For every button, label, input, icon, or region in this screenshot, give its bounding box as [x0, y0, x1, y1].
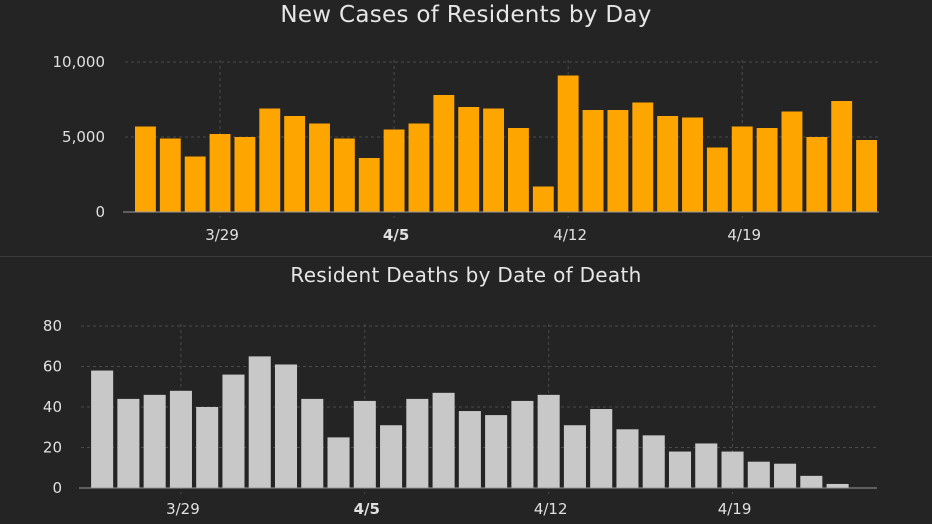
deaths-bar: [248, 356, 271, 488]
deaths-bar: [274, 364, 298, 488]
cases-bar: [657, 116, 679, 212]
deaths-ytick-label: 40: [43, 398, 62, 416]
deaths-bar: [91, 370, 114, 488]
cases-bar: [333, 138, 355, 212]
cases-bar: [209, 134, 231, 212]
cases-bar: [433, 95, 455, 212]
deaths-bar: [774, 463, 797, 488]
cases-bar: [284, 116, 306, 212]
deaths-bar: [380, 425, 403, 488]
cases-bar: [383, 129, 405, 212]
cases-bar: [607, 110, 629, 212]
deaths-bar: [143, 394, 166, 488]
cases-chart-title: New Cases of Residents by Day: [280, 2, 652, 28]
deaths-bar: [800, 475, 823, 488]
deaths-bar: [169, 390, 192, 488]
deaths-ytick-label: 60: [43, 358, 62, 376]
deaths-bar: [301, 398, 324, 488]
deaths-ytick-label: 80: [43, 317, 62, 335]
deaths-bar: [117, 398, 140, 488]
cases-bar: [632, 102, 654, 212]
cases-bar: [309, 123, 330, 212]
deaths-bar: [353, 400, 376, 488]
cases-bar: [259, 108, 281, 212]
cases-bar: [731, 126, 753, 212]
deaths-bar: [432, 392, 455, 488]
deaths-bar: [563, 425, 586, 488]
deaths-xtick-label: 4/19: [718, 500, 752, 518]
deaths-xtick-label: 4/12: [534, 500, 568, 518]
deaths-bar: [616, 429, 639, 488]
deaths-bar: [458, 411, 481, 488]
deaths-xtick-label: 4/5: [354, 500, 380, 518]
cases-bar: [483, 108, 505, 212]
deaths-bar: [590, 409, 613, 488]
chart-divider: [0, 256, 932, 257]
cases-bar: [159, 138, 181, 212]
deaths-bar: [327, 437, 350, 488]
cases-bar: [582, 110, 604, 212]
deaths-bar: [222, 374, 245, 488]
deaths-ytick-label: 0: [52, 479, 62, 497]
cases-ytick-label: 0: [95, 203, 105, 221]
cases-bar: [234, 137, 256, 212]
deaths-bar: [747, 461, 770, 488]
cases-bar: [682, 117, 703, 212]
deaths-bar: [511, 400, 534, 488]
deaths-bar: [668, 451, 692, 488]
deaths-bar: [826, 483, 849, 488]
deaths-bar: [485, 415, 508, 488]
cases-bar: [134, 126, 156, 212]
cases-xtick-label: 4/19: [727, 226, 761, 244]
cases-bar: [184, 156, 206, 212]
cases-bar: [856, 140, 878, 212]
deaths-xtick-label: 3/29: [166, 500, 200, 518]
cases-bar: [756, 128, 778, 212]
deaths-ytick-label: 20: [43, 439, 62, 457]
cases-xtick-label: 4/5: [383, 226, 409, 244]
deaths-bar: [642, 435, 665, 488]
cases-bar: [532, 186, 554, 212]
cases-ytick-label: 10,000: [53, 53, 106, 71]
cases-xtick-label: 4/12: [553, 226, 587, 244]
cases-bar: [831, 101, 853, 212]
deaths-chart-title: Resident Deaths by Date of Death: [290, 263, 642, 287]
cases-xtick-label: 3/29: [205, 226, 239, 244]
cases-bar: [806, 137, 828, 212]
cases-bar: [507, 128, 529, 212]
cases-bar: [458, 107, 480, 212]
cases-ytick-label: 5,000: [62, 128, 105, 146]
deaths-bar: [196, 407, 219, 488]
deaths-bar: [721, 451, 744, 488]
cases-bar: [358, 158, 380, 212]
cases-bar: [706, 147, 728, 212]
deaths-bar: [537, 394, 560, 488]
cases-bar: [557, 75, 579, 212]
cases-bar: [781, 111, 803, 212]
deaths-bar: [695, 443, 718, 488]
deaths-bar: [406, 398, 429, 488]
cases-bar: [408, 123, 430, 212]
